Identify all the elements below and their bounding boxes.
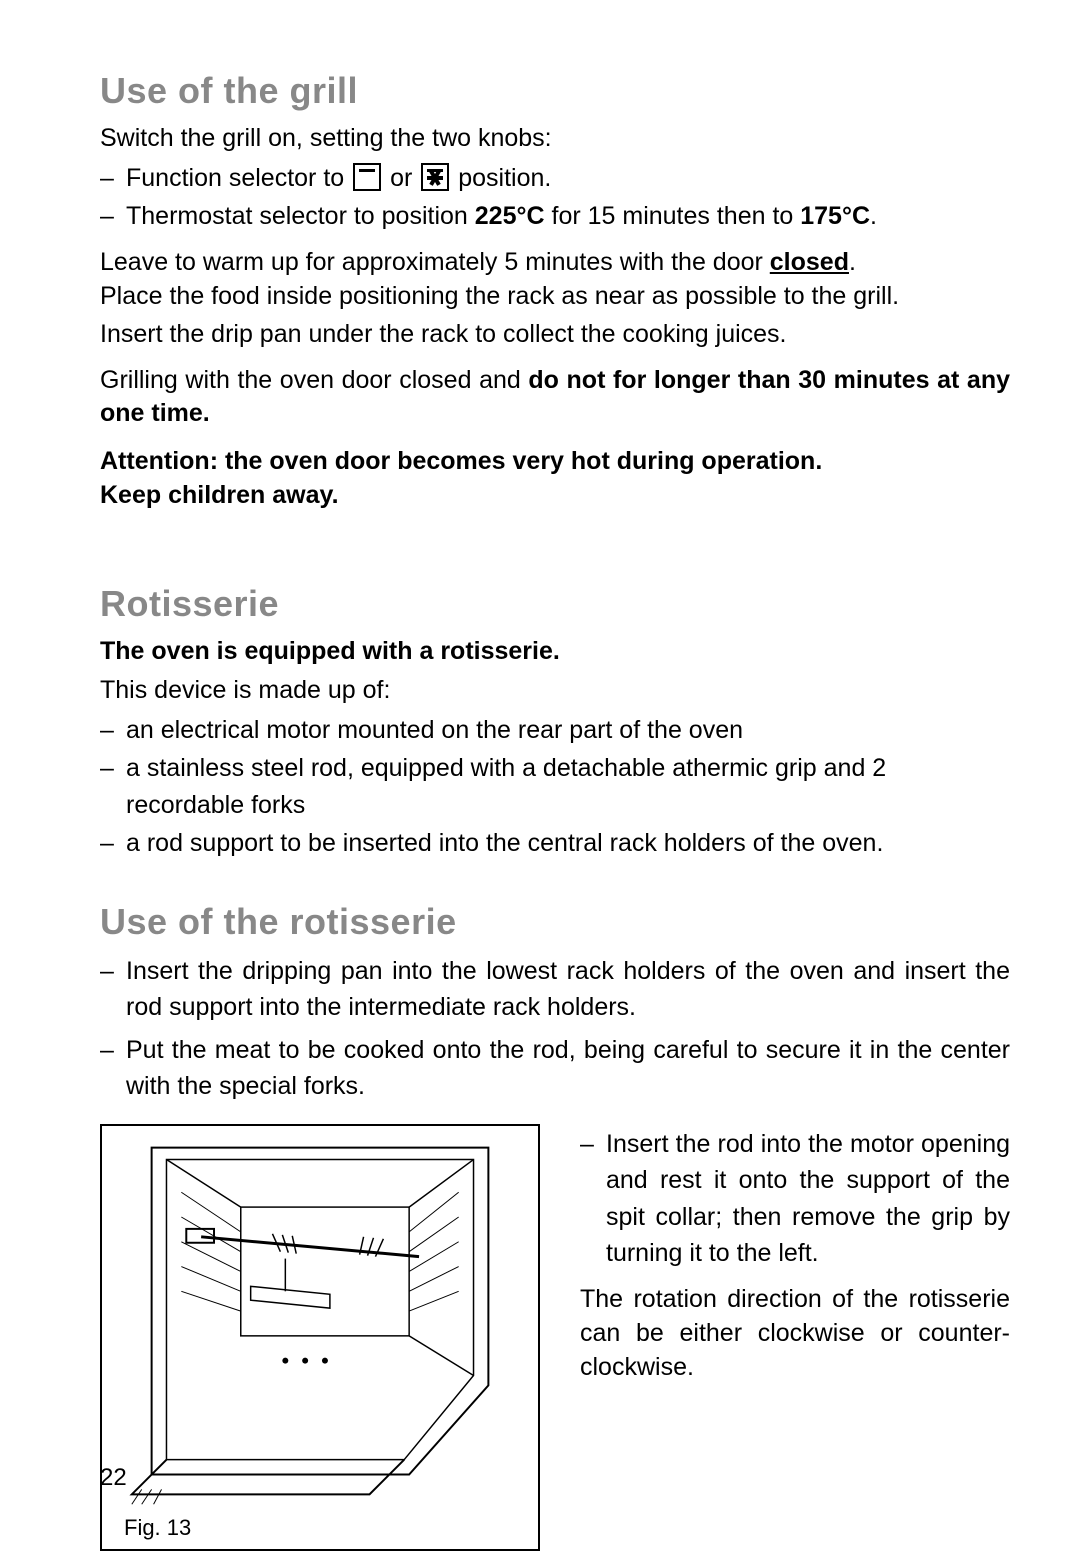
grill-fan-icon [421, 163, 449, 191]
text: Function selector to [126, 164, 351, 192]
bullet-text: Thermostat selector to position 225°C fo… [126, 198, 1010, 234]
dash: – [100, 712, 126, 748]
use-rotisserie-title: Use of the rotisserie [100, 901, 1010, 943]
text: for 15 minutes then to [545, 202, 801, 230]
text: Insert the dripping pan into the lowest … [126, 953, 1010, 1026]
rotation-note: The rotation direction of the rotisserie… [580, 1283, 1010, 1384]
use-rotisserie-step-1: – Insert the dripping pan into the lowes… [100, 953, 1010, 1026]
closed-word: closed [770, 248, 849, 276]
text: position. [458, 164, 551, 192]
temp-1: 225°C [475, 202, 545, 230]
use-rotisserie-step-3: – Insert the rod into the motor opening … [580, 1126, 1010, 1271]
dash: – [100, 198, 126, 234]
page-number: 22 [100, 1464, 127, 1492]
warmup-line: Leave to warm up for approximately 5 min… [100, 246, 1010, 280]
rotisserie-item-2: – a stainless steel rod, equipped with a… [100, 750, 1010, 823]
figure-and-text: Fig. 13 – Insert the rod into the motor … [100, 1124, 1010, 1551]
text: . [849, 248, 856, 276]
text: . [870, 202, 877, 230]
rotisserie-item-3: – a rod support to be inserted into the … [100, 825, 1010, 861]
dash: – [100, 750, 126, 823]
figure-label: Fig. 13 [112, 1511, 528, 1543]
place-food: Place the food inside positioning the ra… [100, 280, 1010, 314]
grilling-line: Grilling with the oven door closed and d… [100, 364, 1010, 432]
dash: – [100, 160, 126, 196]
text: Leave to warm up for approximately 5 min… [100, 248, 770, 276]
right-column: – Insert the rod into the motor opening … [580, 1124, 1010, 1551]
dash: – [580, 1126, 606, 1271]
text: an electrical motor mounted on the rear … [126, 712, 1010, 748]
grill-bullet-2: – Thermostat selector to position 225°C … [100, 198, 1010, 234]
oven-diagram [112, 1136, 528, 1506]
text: Thermostat selector to position [126, 202, 475, 230]
drip-pan: Insert the drip pan under the rack to co… [100, 318, 1010, 352]
dash: – [100, 953, 126, 1026]
attention-1: Attention: the oven door becomes very ho… [100, 445, 1010, 479]
grill-icon [353, 163, 381, 191]
dash: – [100, 1032, 126, 1105]
text: a stainless steel rod, equipped with a d… [126, 750, 1010, 823]
attention-2: Keep children away. [100, 479, 1010, 513]
dash: – [100, 825, 126, 861]
grill-intro: Switch the grill on, setting the two kno… [100, 122, 1010, 156]
rotisserie-item-1: – an electrical motor mounted on the rea… [100, 712, 1010, 748]
grill-bullet-1: – Function selector to or position. [100, 160, 1010, 196]
figure-13: Fig. 13 [100, 1124, 540, 1551]
text: a rod support to be inserted into the ce… [126, 825, 1010, 861]
grill-title: Use of the grill [100, 70, 1010, 112]
bullet-text: Function selector to or position. [126, 160, 1010, 196]
rotisserie-made-of: This device is made up of: [100, 674, 1010, 708]
text: Put the meat to be cooked onto the rod, … [126, 1032, 1010, 1105]
text: Insert the rod into the motor opening an… [606, 1126, 1010, 1271]
rotisserie-equipped: The oven is equipped with a rotisserie. [100, 635, 1010, 669]
rotisserie-title: Rotisserie [100, 583, 1010, 625]
text: Grilling with the oven door closed and [100, 366, 528, 394]
temp-2: 175°C [800, 202, 870, 230]
text: or [390, 164, 419, 192]
use-rotisserie-step-2: – Put the meat to be cooked onto the rod… [100, 1032, 1010, 1105]
